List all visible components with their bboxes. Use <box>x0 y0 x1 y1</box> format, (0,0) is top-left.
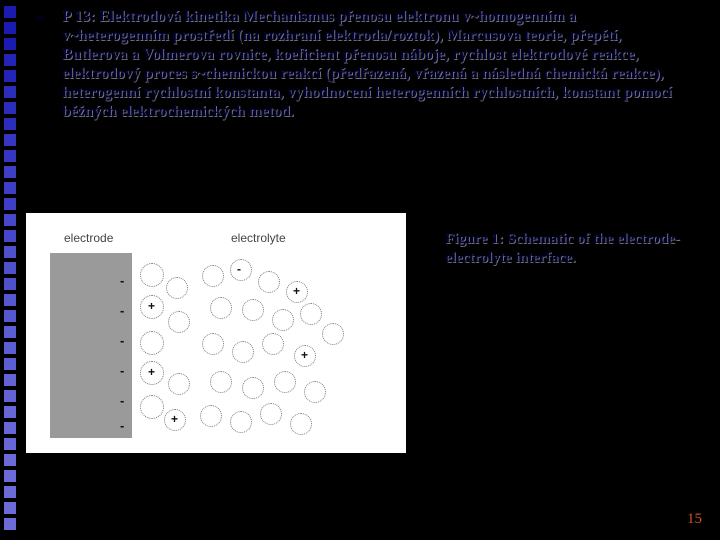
figure-schematic: electrode electrolyte ------+++-++ <box>26 213 406 453</box>
side-decor <box>0 0 22 540</box>
main-paragraph: P 13: Elektrodová kinetika Mechanismus p… <box>62 8 677 121</box>
bullet-glyph: ➢ <box>34 10 46 27</box>
page-number: 15 <box>687 511 702 528</box>
figure-caption: Figure 1: Schematic of the electrode-ele… <box>445 230 695 268</box>
schematic-area: ------+++-++ <box>50 253 380 443</box>
figure-label-electrolyte: electrolyte <box>231 231 286 245</box>
figure-label-electrode: electrode <box>64 231 113 245</box>
